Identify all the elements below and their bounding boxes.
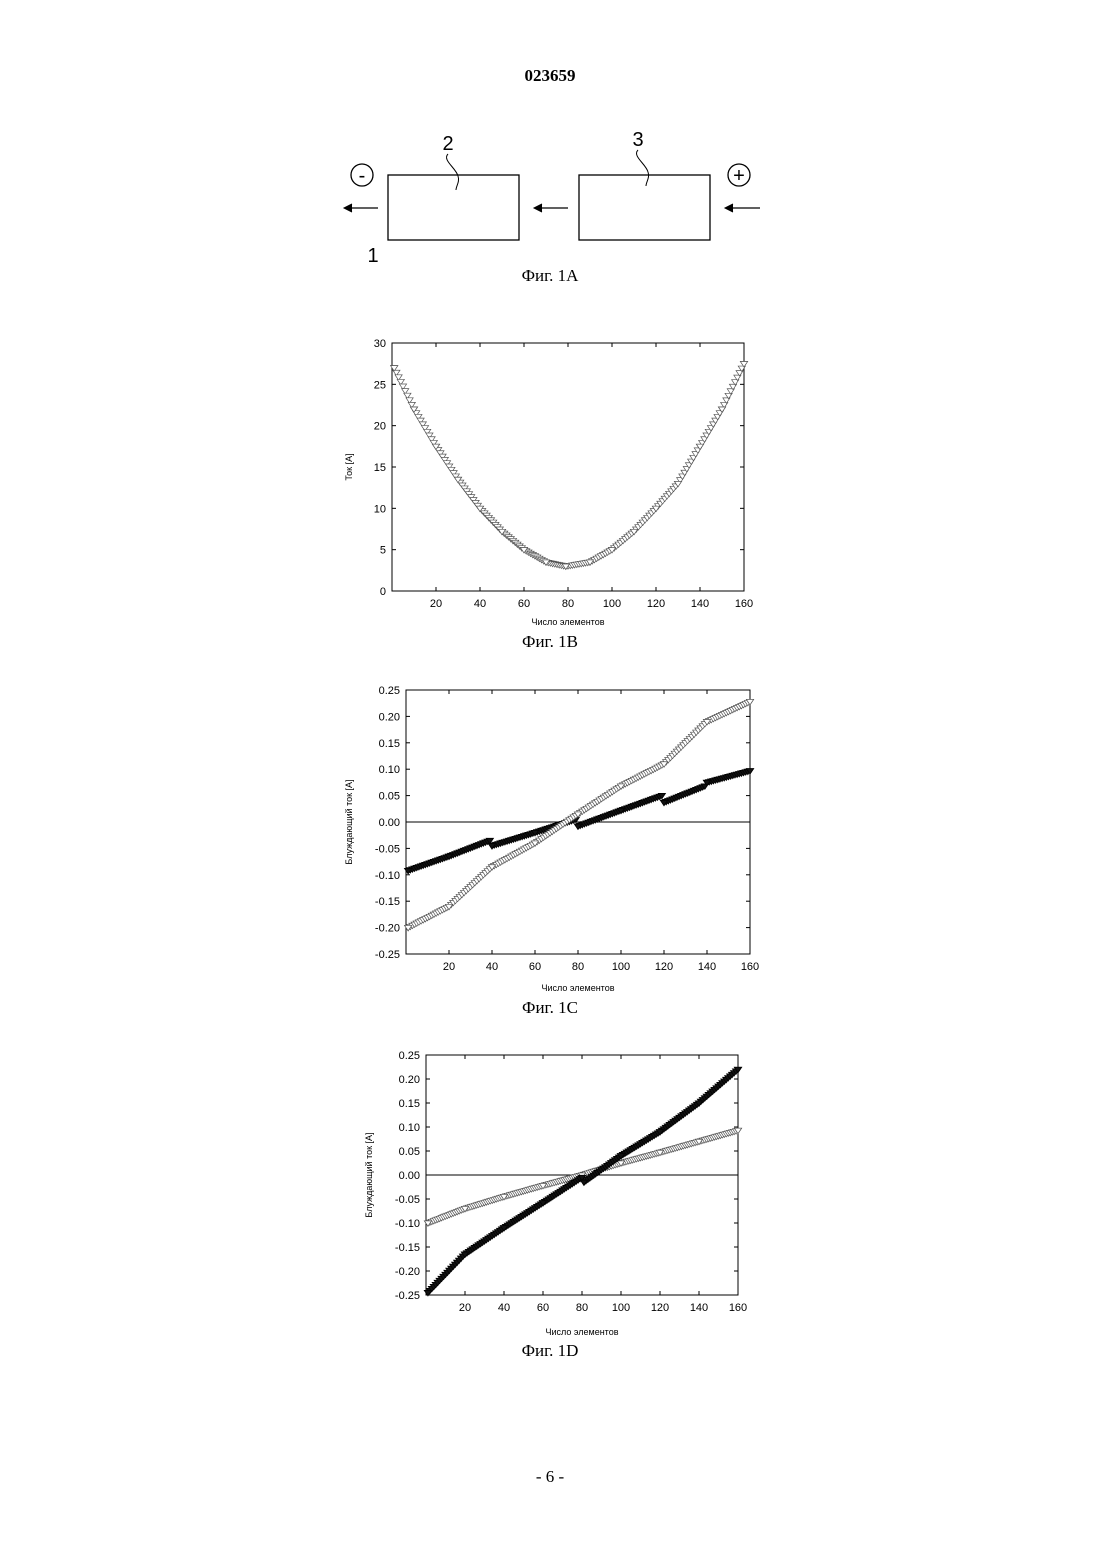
- x-tick-label: 100: [612, 1302, 630, 1314]
- y-axis-label: Блуждающий ток [А]: [364, 1132, 374, 1217]
- x-tick-label: 20: [459, 1302, 471, 1314]
- y-tick-label: 0.00: [399, 1170, 420, 1182]
- x-tick-label: 80: [562, 598, 574, 610]
- figure-1c-chart: -0.25 -0.20 -0.15 -0.10 -0.05 0.00 0.05 0.10 0.1…: [330, 680, 770, 1000]
- y-tick-label: 0.10: [399, 1122, 420, 1134]
- left-arrow-head-icon: [344, 204, 352, 212]
- y-tick-label: 5: [380, 545, 386, 557]
- y-tick-label: 0.15: [379, 738, 400, 750]
- plus-sign: +: [733, 165, 745, 187]
- figure-1b-chart: 0 5 10 15 20 25 30 20 40 60 80 100 120 140 160 Число эл…: [330, 335, 770, 635]
- x-tick-label: 140: [690, 1302, 708, 1314]
- y-tick-label: -0.25: [375, 949, 400, 961]
- minus-sign: -: [359, 165, 366, 187]
- x-tick-label: 120: [647, 598, 665, 610]
- y-tick-label: 0.20: [379, 711, 400, 723]
- x-tick-label: 160: [741, 961, 759, 973]
- block-2: [388, 175, 519, 240]
- x-tick-label: 80: [576, 1302, 588, 1314]
- figure-1d-chart: -0.25 -0.20 -0.15 -0.10 -0.05 0.00 0.05 0.10 0.1…: [340, 1045, 780, 1340]
- y-tick-label: 30: [374, 338, 386, 350]
- series-1: [424, 1067, 741, 1296]
- label-1: 1: [367, 245, 378, 267]
- figure-1c-caption: Фиг. 1С: [0, 998, 1100, 1018]
- x-tick-label: 20: [443, 961, 455, 973]
- y-tick-label: 15: [374, 462, 386, 474]
- y-tick-label: -0.05: [375, 843, 400, 855]
- y-axis-label: Ток [А]: [344, 453, 354, 480]
- leader-line-2: [447, 154, 459, 190]
- y-tick-label: 20: [374, 421, 386, 433]
- right-arrow-head-icon: [725, 204, 733, 212]
- x-tick-label: 80: [572, 961, 584, 973]
- middle-arrow-head-icon: [534, 204, 542, 212]
- x-tick-label: 40: [498, 1302, 510, 1314]
- y-tick-label: -0.05: [395, 1194, 420, 1206]
- y-tick-label: 0.25: [379, 685, 400, 697]
- x-tick-label: 60: [518, 598, 530, 610]
- plot-frame: [392, 343, 744, 591]
- x-axis-label: Число элементов: [545, 1327, 618, 1337]
- y-tick-label: -0.15: [375, 896, 400, 908]
- label-3: 3: [632, 129, 643, 151]
- series-0: [405, 769, 754, 874]
- y-tick-label: -0.15: [395, 1242, 420, 1254]
- series-1: [405, 699, 754, 930]
- y-tick-label: 10: [374, 503, 386, 515]
- label-2: 2: [442, 133, 453, 155]
- figure-1a-diagram: - 2 3 + 1: [330, 120, 780, 270]
- y-tick-label: -0.10: [395, 1218, 420, 1230]
- x-tick-label: 100: [603, 598, 621, 610]
- y-tick-label: 0.20: [399, 1074, 420, 1086]
- y-tick-label: -0.10: [375, 870, 400, 882]
- y-axis-label: Блуждающий ток [А]: [344, 779, 354, 864]
- x-tick-label: 40: [486, 961, 498, 973]
- x-tick-label: 120: [651, 1302, 669, 1314]
- x-tick-label: 160: [729, 1302, 747, 1314]
- document-number: 023659: [0, 66, 1100, 86]
- y-tick-label: 0.05: [399, 1146, 420, 1158]
- y-tick-label: -0.20: [375, 923, 400, 935]
- x-tick-label: 140: [691, 598, 709, 610]
- y-tick-label: 0.00: [379, 817, 400, 829]
- x-tick-label: 20: [430, 598, 442, 610]
- figure-1d-caption: Фиг. 1D: [0, 1341, 1100, 1361]
- x-tick-label: 40: [474, 598, 486, 610]
- page-number: - 6 -: [0, 1467, 1100, 1487]
- x-tick-label: 140: [698, 961, 716, 973]
- x-axis-label: Число элементов: [541, 983, 614, 993]
- x-axis-label: Число элементов: [531, 617, 604, 627]
- y-tick-label: 0.05: [379, 791, 400, 803]
- y-tick-label: -0.25: [395, 1290, 420, 1302]
- y-tick-label: 0: [380, 586, 386, 598]
- y-tick-label: 0.25: [399, 1050, 420, 1062]
- figure-1a-caption: Фиг. 1А: [0, 266, 1100, 286]
- x-tick-label: 100: [612, 961, 630, 973]
- y-tick-label: 25: [374, 379, 386, 391]
- x-tick-label: 160: [735, 598, 753, 610]
- x-tick-label: 60: [537, 1302, 549, 1314]
- x-tick-label: 120: [655, 961, 673, 973]
- y-tick-label: 0.10: [379, 764, 400, 776]
- x-tick-label: 60: [529, 961, 541, 973]
- y-tick-label: -0.20: [395, 1266, 420, 1278]
- figure-1b-caption: Фиг. 1В: [0, 632, 1100, 652]
- block-3: [579, 175, 710, 240]
- series-0: [391, 362, 748, 570]
- leader-line-3: [637, 150, 649, 186]
- y-tick-label: 0.15: [399, 1098, 420, 1110]
